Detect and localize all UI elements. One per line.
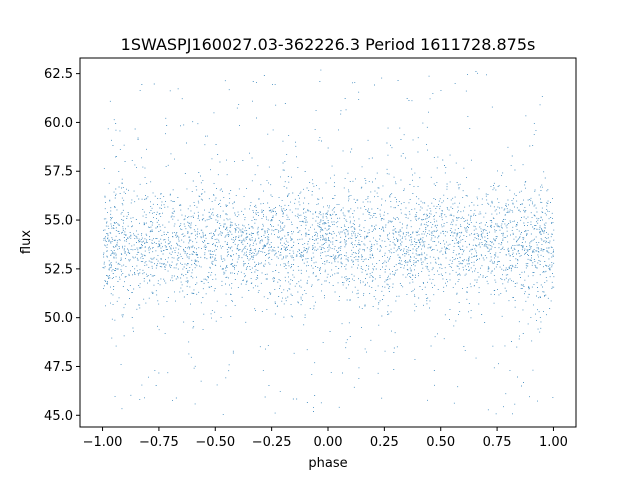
y-tick-label: 60.0 — [44, 116, 73, 131]
x-axis: −1.00 −0.75 −0.50 −0.25 0.00 0.25 0.50 0.75 1.00 — [83, 427, 568, 450]
y-tick-label: 50.0 — [44, 311, 73, 326]
y-axis: 45.0 47.5 50.0 52.5 55.0 57.5 60.0 62.5 — [44, 67, 80, 424]
x-tick-label: 0.75 — [483, 435, 512, 450]
y-tick-label: 57.5 — [44, 165, 73, 180]
x-tick-label: 0.50 — [426, 435, 455, 450]
y-tick-label: 52.5 — [44, 262, 73, 277]
x-tick-label: −1.00 — [83, 435, 123, 450]
chart-title: 1SWASPJ160027.03-362226.3 Period 1611728… — [121, 35, 536, 54]
x-tick-label: −0.75 — [139, 435, 179, 450]
y-tick-label: 45.0 — [44, 409, 73, 424]
y-tick-label: 55.0 — [44, 214, 73, 229]
x-tick-label: −0.50 — [195, 435, 235, 450]
data-points — [102, 69, 555, 416]
y-tick-label: 47.5 — [44, 360, 73, 375]
y-axis-label: flux — [19, 230, 34, 254]
x-tick-label: 0.00 — [314, 435, 343, 450]
x-tick-label: 0.25 — [370, 435, 399, 450]
y-tick-label: 62.5 — [44, 67, 73, 82]
x-axis-label: phase — [308, 456, 347, 471]
x-tick-label: 1.00 — [539, 435, 568, 450]
x-tick-label: −0.25 — [252, 435, 292, 450]
scatter-points — [102, 69, 555, 416]
